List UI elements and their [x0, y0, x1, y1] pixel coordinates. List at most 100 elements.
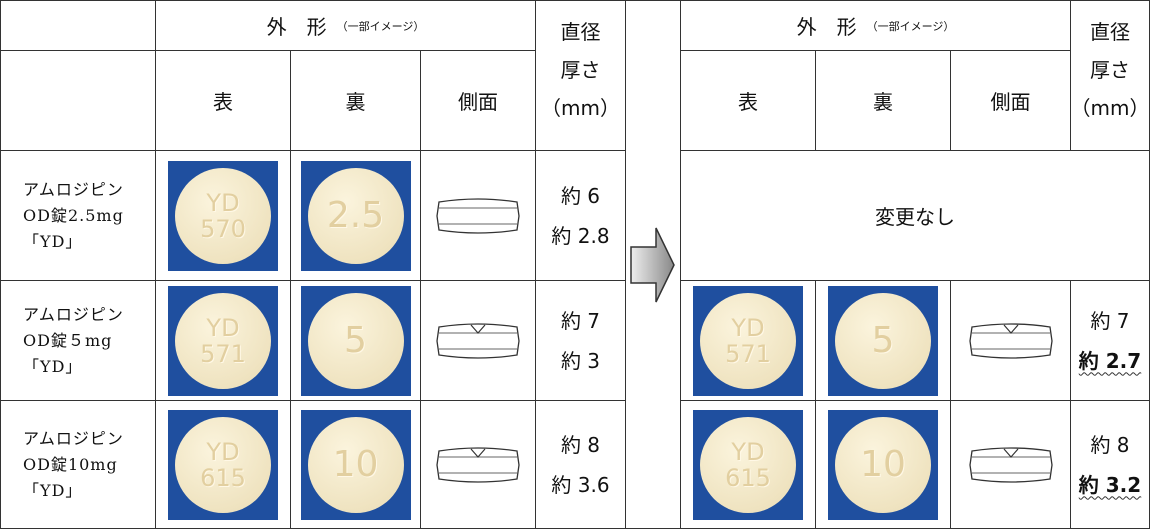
imprint: YD: [206, 437, 240, 466]
thickness: 約 3.2: [1078, 472, 1142, 497]
tablet: 2.5: [307, 167, 404, 264]
shape-header: 外 形 （一部イメージ）: [156, 1, 536, 51]
dimension-cell: 約 8 約 3.6: [536, 401, 626, 529]
thickness-header: 厚さ: [560, 58, 601, 82]
imprint: 10: [860, 443, 906, 485]
unit-header: （mm）: [541, 96, 620, 120]
tablet: YD 571: [175, 292, 271, 389]
after-cell: 変更なし: [681, 151, 1150, 281]
thickness-header: 厚さ: [1090, 58, 1130, 82]
dimension-header: 直径厚さ （mm）: [1071, 1, 1150, 151]
imprint: YD: [731, 313, 765, 342]
tablet: 10: [835, 416, 931, 513]
tablet: 5: [835, 292, 931, 389]
name-line: 「YD」: [23, 480, 83, 500]
front-header: 表: [738, 90, 758, 114]
imprint: 615: [725, 463, 771, 492]
tablet: YD 570: [175, 167, 271, 264]
thickness: 約 2.8: [551, 223, 610, 248]
front-header: 表: [213, 90, 233, 114]
product-name: アムロジピン OD錠10mg 「YD」: [1, 401, 156, 529]
arrow-column: [626, 1, 681, 529]
side-view: [968, 322, 1053, 359]
back-cell: 5: [816, 281, 951, 401]
tablet: 10: [307, 416, 404, 513]
diameter: 約 8: [1090, 432, 1130, 457]
name-line: アムロジピン: [23, 304, 124, 324]
side-view: [968, 446, 1053, 483]
imprint: 615: [200, 463, 246, 492]
front-cell: YD 571: [681, 281, 816, 401]
imprint: 571: [725, 339, 771, 368]
back-header-cell: 裏: [816, 51, 951, 151]
imprint: 571: [200, 339, 246, 368]
side-header-cell: 側面: [421, 51, 536, 151]
tablet-image: 5: [300, 285, 411, 396]
back-cell: 10: [291, 401, 421, 529]
shape-note: （一部イメージ）: [336, 19, 425, 33]
back-header-cell: 裏: [291, 51, 421, 151]
tablet-image: 10: [300, 409, 411, 520]
thickness: 約 3.6: [551, 472, 610, 497]
side-cell: [951, 281, 1071, 401]
side-view: [436, 446, 520, 483]
side-cell: [421, 151, 536, 281]
back-header: 裏: [345, 90, 366, 114]
imprint: 5: [871, 319, 895, 361]
thickness: 約 2.7: [1078, 348, 1142, 373]
blank-cell: [1, 1, 156, 51]
diameter: 約 6: [560, 183, 601, 208]
diameter-header: 直径: [560, 20, 601, 44]
imprint: 2.5: [326, 194, 385, 236]
imprint: YD: [731, 437, 765, 466]
front-cell: YD 615: [156, 401, 291, 529]
name-line: アムロジピン: [23, 179, 124, 199]
dimension-cell: 約 8 約 3.2: [1071, 401, 1150, 529]
product-name: アムロジピン OD錠2.5mg 「YD」: [1, 151, 156, 281]
tablet-image: YD 571: [693, 285, 803, 396]
side-view: [436, 197, 520, 234]
name-line: アムロジピン: [23, 428, 124, 448]
shape-note: （一部イメージ）: [866, 19, 955, 33]
tablet-image: 10: [828, 409, 938, 520]
back-cell: 10: [816, 401, 951, 529]
front-cell: YD 571: [156, 281, 291, 401]
shape-title: 外 形: [796, 15, 857, 39]
thickness: 約 3: [560, 348, 601, 373]
front-header-cell: 表: [156, 51, 291, 151]
side-header: 側面: [458, 90, 498, 114]
tablet-image: YD 570: [168, 160, 278, 271]
shape-header: 外 形 （一部イメージ）: [681, 1, 1071, 51]
name-line: 「YD」: [23, 356, 83, 376]
back-cell: 5: [291, 281, 421, 401]
side-cell: [421, 281, 536, 401]
blank-cell: [1, 51, 156, 151]
side-header-cell: 側面: [951, 51, 1071, 151]
front-header-cell: 表: [681, 51, 816, 151]
tablet-image: YD 615: [693, 409, 803, 520]
tablet-image: YD 571: [168, 285, 278, 396]
side-header: 側面: [990, 90, 1031, 114]
imprint: 570: [200, 214, 246, 243]
back-header: 裏: [873, 90, 893, 114]
name-line: OD錠2.5mg: [23, 205, 124, 225]
front-cell: YD 570: [156, 151, 291, 281]
side-cell: [951, 401, 1071, 529]
back-cell: 2.5: [291, 151, 421, 281]
unit-header: （mm）: [1070, 96, 1150, 120]
diameter-header: 直径: [1090, 20, 1130, 44]
imprint: 5: [344, 319, 367, 361]
imprint: YD: [206, 188, 240, 217]
name-line: OD錠５mg: [23, 330, 113, 350]
tablet: YD 615: [175, 416, 271, 513]
tablet: YD 571: [700, 292, 796, 389]
dimension-cell: 約 7 約 2.7: [1071, 281, 1150, 401]
arrow: [630, 227, 675, 302]
imprint: 10: [332, 443, 379, 485]
side-view: [436, 322, 520, 359]
dimension-cell: 約 6 約 2.8: [536, 151, 626, 281]
dimension-cell: 約 7 約 3: [536, 281, 626, 401]
name-line: OD錠10mg: [23, 454, 118, 474]
diameter: 約 7: [560, 308, 601, 333]
side-cell: [421, 401, 536, 529]
